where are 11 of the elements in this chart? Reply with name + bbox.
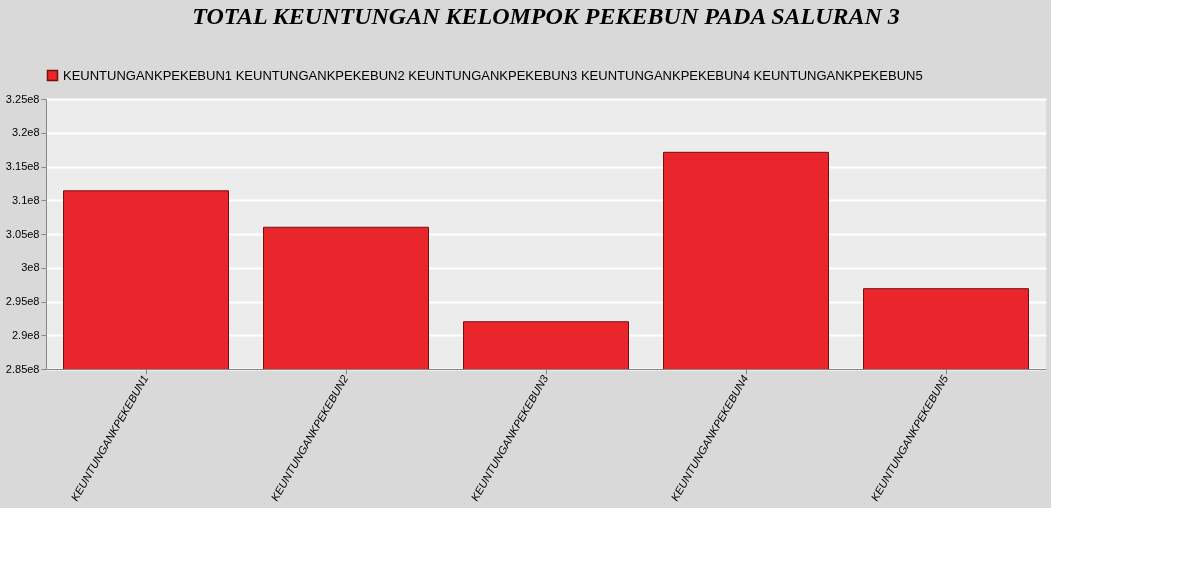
y-tick-label: 3.15e8 bbox=[5, 160, 40, 172]
y-tick-label: 2.9e8 bbox=[11, 328, 40, 341]
y-tick-label: 2.95e8 bbox=[5, 295, 40, 307]
chart-title: TOTAL KEUNTUNGAN KELOMPOK PEKEBUN PADA SALURAN 3 bbox=[192, 3, 900, 29]
y-tick-label: 3.25e8 bbox=[5, 92, 40, 105]
y-tick-label: 3.1e8 bbox=[11, 193, 40, 206]
y-tick-label: 3.05e8 bbox=[5, 227, 40, 240]
legend-label: KEUNTUNGANKPEKEBUN1 KEUNTUNGANKPEKEBUN2 KEUNTUNGANKPEKEBUN3 KEUNTUNGANKPEKEBUN4 KEUNTUNGANKPEKEBUN5 bbox=[63, 67, 923, 83]
y-tick-label: 3e8 bbox=[21, 261, 40, 274]
y-tick-label: 3.2e8 bbox=[11, 126, 40, 139]
y-tick-label: 2.85e8 bbox=[5, 362, 40, 375]
